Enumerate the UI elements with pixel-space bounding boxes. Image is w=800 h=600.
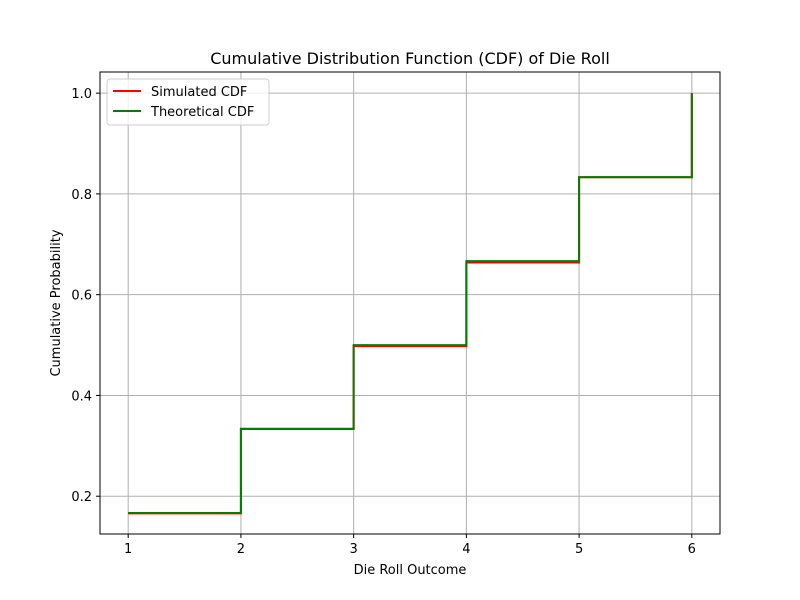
- legend-box: [106, 78, 270, 126]
- x-tick-label: 5: [575, 542, 583, 557]
- x-tick-label: 4: [462, 542, 470, 557]
- series-lines: [128, 93, 693, 515]
- x-axis-ticks: 1 2 3 4 5 6: [124, 534, 696, 557]
- y-tick-label: 0.8: [71, 188, 92, 203]
- grid-lines: [100, 72, 720, 534]
- y-axis-label: Cumulative Probability: [49, 229, 64, 376]
- x-tick-label: 6: [688, 542, 696, 557]
- x-axis-label: Die Roll Outcome: [354, 563, 467, 578]
- plot-frame: [99, 71, 721, 535]
- x-tick-label: 3: [349, 542, 357, 557]
- y-tick-label: 0.6: [71, 289, 92, 304]
- y-tick-label: 1.0: [71, 87, 92, 102]
- legend: Simulated CDF Theoretical CDF: [106, 78, 270, 126]
- y-tick-label: 0.4: [71, 389, 92, 404]
- y-tick-label: 0.2: [71, 490, 92, 505]
- x-tick-label: 2: [237, 542, 245, 557]
- chart-title: Cumulative Distribution Function (CDF) o…: [210, 49, 610, 68]
- y-axis-ticks: 0.2 0.4 0.6 0.8 1.0: [71, 87, 100, 505]
- legend-label-theoretical: Theoretical CDF: [150, 105, 254, 120]
- x-tick-label: 1: [124, 542, 132, 557]
- series-line-theoretical: [128, 93, 693, 514]
- legend-label-simulated: Simulated CDF: [151, 85, 247, 100]
